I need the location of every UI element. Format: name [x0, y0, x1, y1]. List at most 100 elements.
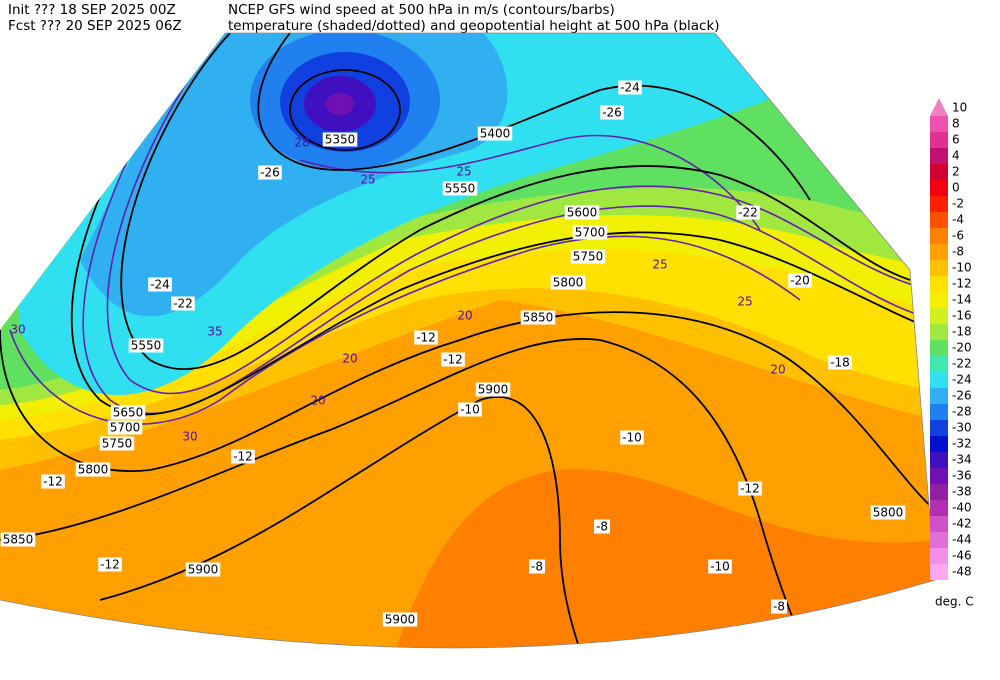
temp-label: -12: [100, 558, 120, 572]
wind-label: 30: [182, 430, 197, 444]
label-box: [572, 225, 608, 240]
temp-label: -26: [602, 106, 622, 120]
colorbar-swatch: [930, 532, 948, 548]
colorbar-label: -48: [952, 565, 972, 579]
colorbar-swatch: [930, 468, 948, 484]
label-box: [258, 165, 282, 180]
colorbar-label: -30: [952, 421, 972, 435]
height-label: 5750: [573, 250, 604, 264]
temp-label: -24: [150, 278, 170, 292]
label-box: [520, 310, 556, 325]
temp-label: -18: [830, 356, 850, 370]
colorbar-swatch: [930, 196, 948, 212]
colorbar-label: -10: [952, 261, 972, 275]
label-box: [0, 532, 36, 547]
height-label: 5400: [480, 127, 511, 141]
colorbar-label: -6: [952, 229, 964, 243]
temp-label: -10: [460, 403, 480, 417]
temp-label: -12: [43, 475, 63, 489]
colorbar-label: -24: [952, 373, 972, 387]
colorbar-swatch: [930, 132, 948, 148]
wind-label: 20: [342, 352, 357, 366]
label-box: [477, 126, 513, 141]
label-box: [736, 205, 760, 220]
wind-label: 28: [294, 136, 309, 150]
colorbar-swatch: [930, 260, 948, 276]
temp-label: -8: [596, 520, 608, 534]
title-line: NCEP GFS wind speed at 500 hPa in m/s (c…: [228, 2, 615, 18]
label-box: [322, 132, 358, 147]
label-box: [171, 296, 195, 311]
temp-label: -8: [773, 600, 785, 614]
temp-label: -20: [790, 274, 810, 288]
label-box: [708, 559, 732, 574]
colorbar-label: -12: [952, 277, 972, 291]
temp-label: -12: [443, 353, 463, 367]
wind-label: 20: [770, 363, 785, 377]
label-box: [110, 405, 146, 420]
label-box: [550, 275, 586, 290]
wind-label: 20: [310, 394, 325, 408]
label-box: [600, 105, 624, 120]
temp-label: -10: [622, 431, 642, 445]
colorbar-cap: [930, 98, 948, 116]
label-box: [828, 355, 852, 370]
colorbar-label: 10: [952, 101, 967, 115]
label-box: [99, 436, 135, 451]
wind-label: 25: [737, 295, 752, 309]
label-box: [442, 181, 478, 196]
contour-labels: 5350 5400 5550 5550 5600 5700 5750 5800 5850 5900…: [0, 80, 906, 627]
colorbar-swatch: [930, 164, 948, 180]
colorbar-swatch: [930, 340, 948, 356]
label-box: [620, 430, 644, 445]
colorbar-swatch: [930, 148, 948, 164]
height-label: 5550: [445, 182, 476, 196]
temp-label: -8: [531, 560, 543, 574]
colorbar-swatch: [930, 500, 948, 516]
height-label: 5800: [78, 463, 109, 477]
colorbar-swatch: [930, 292, 948, 308]
temp-label: -22: [738, 206, 758, 220]
colorbar-label: -36: [952, 469, 972, 483]
label-box: [594, 519, 610, 534]
colorbar-swatch: [930, 436, 948, 452]
temp-field: [326, 93, 354, 115]
temp-label: -24: [620, 81, 640, 95]
height-label: 5850: [3, 533, 34, 547]
colorbar-label: 2: [952, 165, 960, 179]
colorbar-swatch: [930, 356, 948, 372]
label-box: [738, 481, 762, 496]
colorbar-swatch: [930, 372, 948, 388]
colorbar-label: -32: [952, 437, 972, 451]
wind-label: 25: [360, 173, 375, 187]
init-label: Init ??? 18 SEP 2025 00Z: [8, 2, 176, 18]
height-label: 5900: [188, 563, 219, 577]
colorbar-swatch: [930, 516, 948, 532]
label-box: [107, 420, 143, 435]
wind-label: 25: [652, 258, 667, 272]
colorbar-label: -4: [952, 213, 964, 227]
colorbar-swatch: [930, 388, 948, 404]
colorbar-swatch: [930, 324, 948, 340]
colorbar-label: -26: [952, 389, 972, 403]
colorbar-label: -42: [952, 517, 972, 531]
colorbar-swatch: [930, 180, 948, 196]
temp-label: -12: [740, 482, 760, 496]
colorbar-label: -14: [952, 293, 972, 307]
label-box: [529, 559, 545, 574]
label-box: [570, 249, 606, 264]
label-box: [788, 273, 812, 288]
label-box: [618, 80, 642, 95]
colorbar-swatch: [930, 228, 948, 244]
height-label: 5800: [873, 506, 904, 520]
label-box: [148, 277, 172, 292]
colorbar-label: -38: [952, 485, 972, 499]
label-box: [564, 205, 600, 220]
colorbar-label: -8: [952, 245, 964, 259]
colorbar-label: -28: [952, 405, 972, 419]
height-label: 5350: [325, 133, 356, 147]
height-label: 5750: [102, 437, 133, 451]
height-label: 5800: [553, 276, 584, 290]
